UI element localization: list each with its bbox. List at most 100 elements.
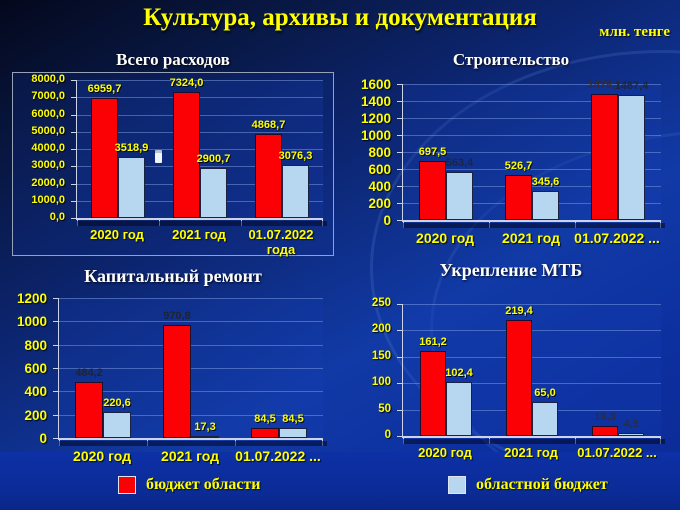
axis-divider — [575, 222, 576, 228]
axis-tick-mark — [397, 304, 403, 305]
gridline — [403, 152, 661, 153]
bar-value-label: 526,7 — [504, 160, 533, 172]
category-label: 2021 год — [504, 445, 558, 460]
y-tick-label: 4000,0 — [31, 142, 65, 154]
bar-value-label: 697,5 — [418, 146, 447, 158]
x-axis: 2020 год 2021 год 01.07.2022 ... — [402, 445, 660, 461]
chart-construction: Строительство 1600 1400 1200 1000 800 600 400 2… — [350, 50, 672, 256]
bar-blue — [103, 412, 131, 438]
bar-value-label: 6959,7 — [87, 83, 122, 95]
y-tick-label: 1200 — [360, 111, 391, 126]
axis-divider — [660, 222, 661, 228]
gridline — [77, 131, 323, 133]
y-tick-label: 7000,0 — [31, 90, 65, 103]
bar-value-label: 3518,9 — [114, 142, 149, 154]
gridline — [59, 414, 323, 416]
axis-tick-mark — [397, 220, 403, 221]
y-tick-label: 200 — [24, 407, 47, 423]
y-axis: 1200 1000 800 600 400 200 0 — [12, 291, 52, 446]
gridline — [403, 101, 661, 102]
y-tick-label: 8000,0 — [31, 73, 65, 85]
page-title: Культура, архивы и документация — [143, 4, 537, 31]
bar-blue — [618, 95, 645, 220]
bar-value-label: 4,9 — [623, 418, 639, 430]
bar-value-label: 18,3 — [594, 411, 616, 423]
axis-tick-mark — [397, 152, 403, 153]
bar-value-label: 4868,7 — [251, 119, 286, 131]
axis-tick-mark — [71, 131, 77, 133]
axis-divider — [322, 440, 323, 446]
chart-title: Капитальный ремонт — [84, 266, 262, 286]
gridline — [403, 304, 661, 305]
y-tick-label: 1000 — [360, 128, 391, 143]
category-label: 2020 год — [90, 227, 144, 242]
axis-tick-mark — [53, 438, 59, 439]
bar-value-label: 102,4 — [445, 367, 473, 379]
gridline — [77, 114, 323, 116]
axis-divider — [77, 220, 78, 226]
bar-red — [506, 320, 532, 436]
axis-tick-mark — [71, 114, 77, 116]
gridline — [59, 368, 323, 369]
axis-tick-mark — [71, 166, 77, 168]
axis-tick-mark — [71, 149, 77, 150]
red-swatch-icon — [118, 476, 136, 494]
category-label: 2021 год — [172, 227, 226, 242]
bar-red — [251, 428, 279, 438]
units-label: млн. тенге — [599, 24, 670, 40]
bar-blue — [282, 165, 309, 218]
chart-title: Всего расходов — [116, 50, 230, 69]
y-tick-label: 200 — [368, 196, 391, 211]
y-tick-label: 800 — [368, 145, 391, 160]
category-label: 2021 год — [161, 448, 219, 464]
axis-divider — [403, 222, 404, 228]
bar-red — [505, 175, 532, 220]
y-tick-label: 200 — [371, 323, 391, 336]
gridline — [403, 186, 661, 187]
y-tick-label: 0 — [39, 431, 47, 446]
bar-value-label: 220,6 — [103, 397, 131, 409]
bar-value-label: 3076,3 — [278, 150, 313, 162]
gridline — [59, 298, 323, 299]
gridline — [403, 169, 661, 170]
axis-tick-mark — [397, 203, 403, 204]
y-tick-label: 100 — [371, 376, 391, 389]
bar-value-label: 970,8 — [163, 310, 191, 322]
axis-tick-mark — [397, 84, 403, 85]
axis-tick-mark — [53, 391, 59, 393]
axis-tick-mark — [71, 80, 77, 81]
axis-divider — [159, 220, 160, 226]
category-label: 01.07.2022 ... — [574, 230, 660, 246]
y-tick-label: 800 — [24, 337, 47, 353]
plot-area: 697,5 563,4 526,7 345,6 1478,1 1467,4 — [397, 79, 665, 228]
axis-tick-mark — [397, 118, 403, 119]
y-tick-label: 1200 — [16, 291, 47, 306]
axis-tick-mark — [397, 436, 403, 437]
y-tick-label: 150 — [371, 349, 391, 362]
bar-value-label: 65,0 — [534, 387, 556, 399]
x-axis: 2020 год 2021 год 01.07.2022 ... — [58, 448, 322, 464]
y-tick-label: 2000,0 — [31, 176, 65, 189]
gridline — [59, 391, 323, 393]
bar-value-label: 2900,7 — [196, 153, 231, 165]
gridline — [403, 118, 661, 119]
bar-blue — [191, 436, 219, 438]
axis-tick-mark — [397, 409, 403, 411]
axis-divider — [489, 222, 490, 228]
y-tick-label: 3000,0 — [31, 159, 65, 172]
blue-swatch-icon — [448, 476, 466, 494]
bar-value-label: 484,2 — [75, 367, 103, 379]
axis-tick-mark — [71, 218, 77, 219]
axis-divider — [59, 440, 60, 446]
y-tick-label: 400 — [368, 179, 391, 194]
chart-title: Укрепление МТБ — [439, 260, 583, 280]
axis-divider — [660, 438, 661, 444]
chart-title: Строительство — [452, 50, 570, 69]
y-tick-label: 6000,0 — [31, 107, 65, 120]
chart-mtb-strengthening: Укрепление МТБ 250 200 150 100 50 0 161,2 102,… — [350, 260, 672, 482]
legend-label: областной бюджет — [476, 476, 608, 493]
axis-tick-mark — [397, 101, 403, 102]
bar-value-label: 1467,4 — [614, 80, 649, 92]
y-tick-label: 0,0 — [49, 211, 65, 223]
